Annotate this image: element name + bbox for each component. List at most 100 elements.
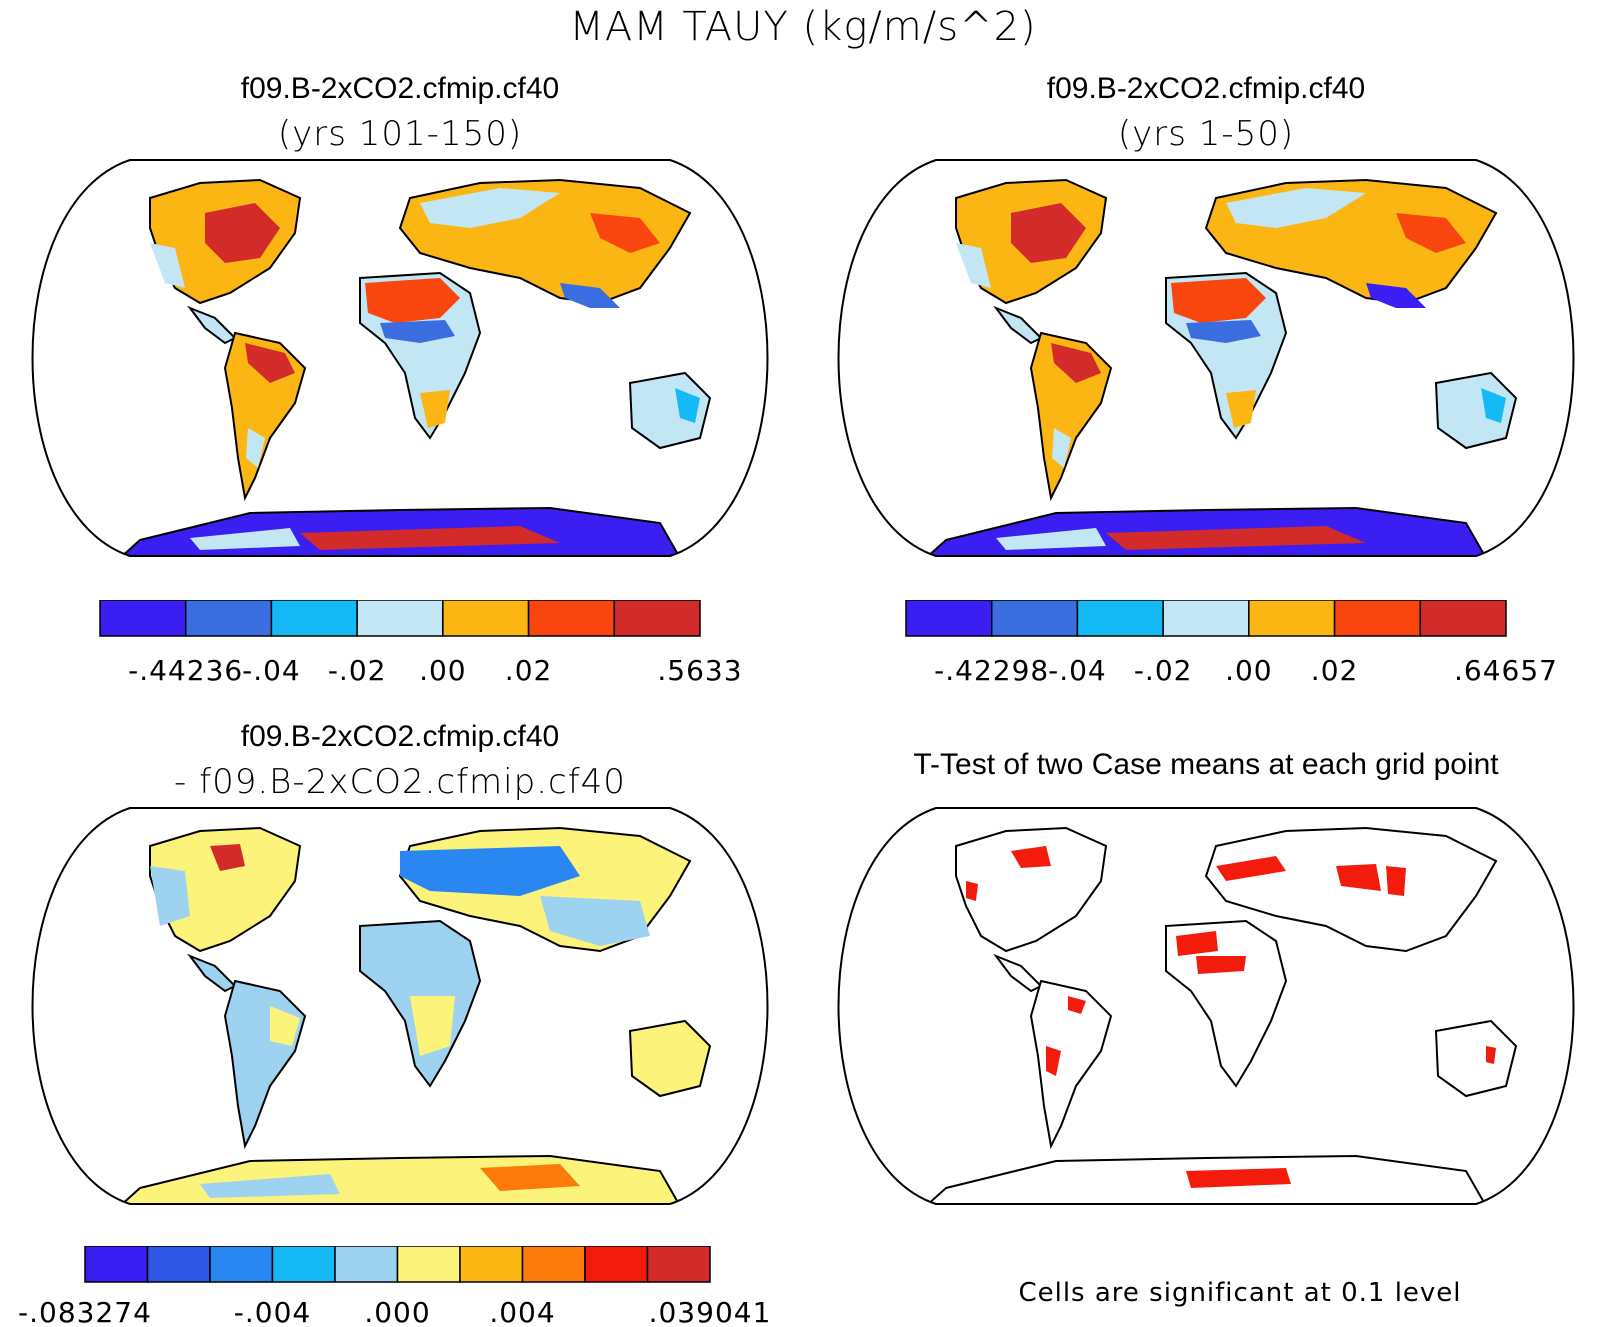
map-outline (31, 807, 769, 1205)
colorbar-swatch (146, 1246, 211, 1283)
region-na-strong (1011, 203, 1086, 263)
sig-cell (1386, 866, 1406, 896)
colorbar-swatch (442, 600, 530, 637)
colorbar-tick-label: -.04 (242, 654, 301, 687)
map-difference (31, 807, 769, 1205)
colorbar-swatch (905, 600, 993, 637)
region-himalaya-blue (1366, 283, 1426, 308)
sig-cell (1176, 931, 1218, 956)
region-na-red (210, 844, 245, 871)
colorbar-tick-label: .039041 (649, 1296, 772, 1327)
region-antarctica-blue (200, 1174, 340, 1198)
region-eurasia-weak (1226, 188, 1366, 228)
panel1-subtitle: (yrs 101-150) (277, 114, 523, 154)
colorbar-tick-label: .5633 (657, 654, 742, 687)
region-sa-weak (1052, 428, 1071, 468)
colorbar-swatch (521, 1246, 586, 1283)
region-sa-yellow (270, 1006, 300, 1046)
land-eurasia (1204, 826, 1498, 953)
region-antarctica-light (996, 528, 1106, 550)
colorbar-swatch (646, 1246, 711, 1283)
region-sahel-blue (1186, 320, 1261, 343)
land-antarctica (117, 1154, 682, 1204)
region-sa-strong (1051, 343, 1101, 383)
colorbar-tick-label: -.42298 (934, 654, 1049, 687)
sig-cell (1186, 1168, 1291, 1188)
region-europe-blue (400, 846, 580, 896)
colorbar-swatch (1419, 600, 1507, 637)
colorbar-tick-label: .00 (419, 654, 467, 687)
land-south-america (1029, 979, 1113, 1150)
colorbar-swatch (356, 600, 444, 637)
colorbar-tick-label: -.02 (1134, 654, 1193, 687)
region-australia-blue (675, 388, 700, 423)
land-central-america (993, 953, 1043, 993)
colorbar-swatch (1248, 600, 1336, 637)
panel3-title: f09.B-2xCO2.cfmip.cf40 (240, 720, 560, 753)
colorbar-difference: -.083274 -.004 .000 .004 .039041 (18, 1246, 772, 1327)
colorbar-tick-label: -.02 (328, 654, 387, 687)
colorbar-swatch (613, 600, 701, 637)
map-outline (837, 807, 1575, 1205)
figure-title: MAM TAUY (kg/m/s^2) (569, 4, 1037, 50)
region-sa-weak (246, 428, 265, 468)
region-antarctica-orange (480, 1164, 580, 1191)
region-na-weak (150, 243, 185, 288)
region-asia-lightblue (540, 896, 650, 946)
colorbar-swatch (459, 1246, 524, 1283)
colorbar-swatch (270, 600, 358, 637)
region-sahara-strong (1171, 278, 1266, 323)
colorbar-tick-label: .000 (364, 1296, 430, 1327)
colorbar-case1: -.44236-.04 -.02 .00 .02 .5633 (99, 600, 742, 687)
sig-cell (1068, 996, 1086, 1014)
colorbar-tick-label: -.44236 (128, 654, 243, 687)
map-outline (31, 159, 769, 557)
region-sahara-strong (365, 278, 460, 323)
region-na-weak (956, 243, 991, 288)
region-na-blue (150, 866, 190, 926)
land-australia (628, 1019, 712, 1098)
land-australia (1434, 1019, 1518, 1098)
region-asia-strong (1396, 213, 1466, 253)
land-africa (1165, 919, 1288, 1088)
region-sa-strong (245, 343, 295, 383)
region-australia-blue (1481, 388, 1506, 423)
colorbar-case2: -.42298-.04 -.02 .00 .02 .64657 (905, 600, 1558, 687)
sig-cell (966, 881, 978, 901)
colorbar-swatch (271, 1246, 336, 1283)
sig-cell (1196, 956, 1246, 974)
colorbar-swatch (1076, 600, 1164, 637)
colorbar-tick-label: .02 (1311, 654, 1359, 687)
region-antarctica-red (1106, 526, 1366, 550)
sig-cell (1216, 856, 1286, 881)
region-antarctica-red (300, 526, 560, 550)
region-south-africa (420, 390, 450, 428)
panel2-subtitle: (yrs 1-50) (1117, 114, 1295, 154)
region-himalaya-blue (560, 283, 620, 308)
land-north-america (955, 826, 1108, 953)
map-outline (837, 159, 1575, 557)
region-south-africa (1226, 390, 1256, 428)
colorbar-swatch (990, 600, 1079, 637)
colorbar-swatch (84, 1246, 149, 1283)
panel3-subtitle: - f09.B-2xCO2.cfmip.cf40 (174, 762, 626, 802)
colorbar-swatch (396, 1246, 461, 1283)
colorbar-tick-label: .64657 (1454, 654, 1558, 687)
colorbar-swatch (1333, 600, 1422, 637)
region-na-strong (205, 203, 280, 263)
panel1-title: f09.B-2xCO2.cfmip.cf40 (240, 72, 560, 105)
sig-cell (1011, 846, 1051, 868)
region-eurasia-weak (420, 188, 560, 228)
sig-cell (1486, 1046, 1496, 1064)
colorbar-tick-label: .02 (505, 654, 553, 687)
map-ttest (837, 807, 1575, 1205)
sig-cell (1046, 1046, 1061, 1076)
colorbar-swatch (584, 1246, 649, 1283)
colorbar-tick-label: -.04 (1048, 654, 1107, 687)
land-australia (628, 371, 712, 450)
colorbar-swatch (99, 600, 187, 637)
map-case1 (31, 159, 769, 557)
panel2-title: f09.B-2xCO2.cfmip.cf40 (1046, 72, 1366, 105)
region-africa-yellow (410, 996, 455, 1056)
land-south-america (223, 979, 307, 1150)
